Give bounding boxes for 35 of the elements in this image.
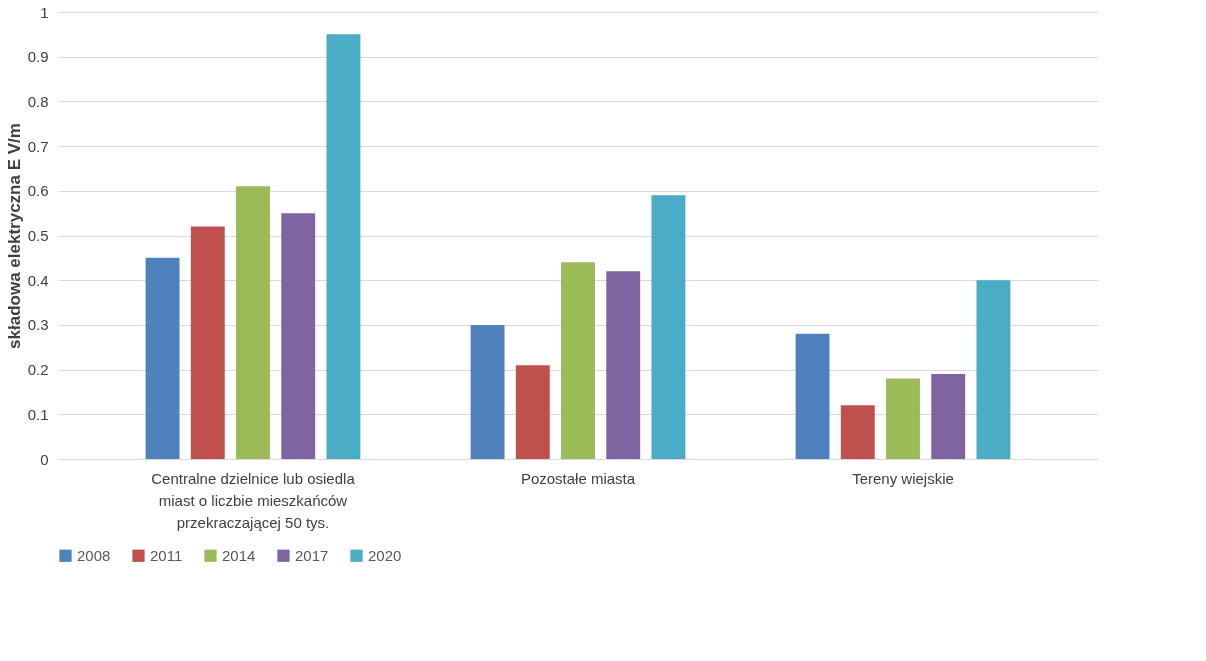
- y-tick-label: 0.7: [27, 137, 49, 155]
- y-tick-label: 0: [40, 450, 49, 468]
- bar: [281, 213, 316, 459]
- bar: [795, 333, 830, 459]
- x-tick-label: Centralne dzielnice lub osiedla miast o liczbie mieszkańców przekraczającej 50 tys.: [151, 469, 356, 531]
- legend-label: 2014: [222, 546, 256, 564]
- y-tick-label: 0.1: [27, 405, 49, 423]
- bar: [145, 257, 180, 459]
- legend-label: 2008: [77, 546, 111, 564]
- bar: [931, 374, 966, 459]
- bar: [326, 34, 361, 459]
- bar: [190, 226, 225, 459]
- y-tick-label: 1: [40, 3, 49, 21]
- bar: [651, 195, 686, 459]
- bar: [561, 262, 595, 459]
- y-tick-label: 0.5: [27, 227, 49, 244]
- x-tick-label: Tereny wiejskie: [852, 469, 954, 487]
- y-tick-label: 0.2: [27, 361, 49, 379]
- bar: [236, 186, 270, 459]
- y-tick-label: 0.9: [27, 48, 49, 66]
- bar: [606, 271, 641, 459]
- bar: [515, 365, 550, 459]
- y-tick-label: 0.6: [27, 182, 49, 200]
- bar: [470, 324, 505, 459]
- legend-label: 2020: [368, 546, 402, 564]
- y-tick-label: 0.3: [27, 316, 49, 334]
- bar: [976, 280, 1011, 459]
- y-axis-title: składowa elektryczna E V/m: [4, 123, 24, 349]
- legend-label: 2017: [295, 546, 329, 564]
- y-tick-label: 0.4: [27, 271, 49, 289]
- bar: [840, 405, 875, 459]
- legend-label: 2011: [150, 546, 183, 564]
- x-tick-label: Pozostałe miasta: [520, 469, 636, 487]
- bar: [886, 378, 920, 459]
- y-tick-label: 0.8: [27, 92, 49, 110]
